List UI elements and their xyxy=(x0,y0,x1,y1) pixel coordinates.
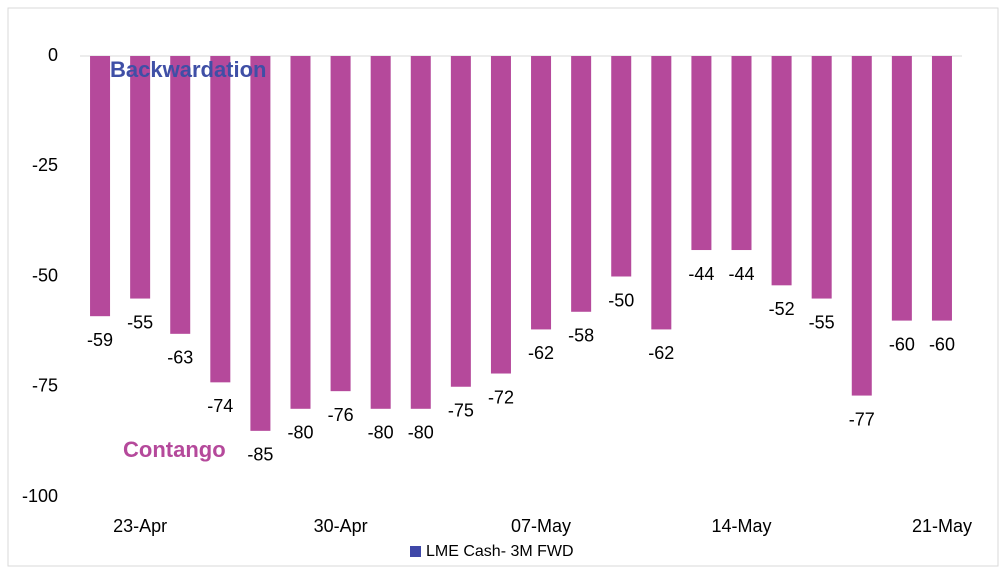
bar xyxy=(811,56,832,299)
bar xyxy=(651,56,672,330)
data-label: -72 xyxy=(488,387,514,407)
bar xyxy=(891,56,912,321)
bar xyxy=(571,56,592,312)
data-label: -60 xyxy=(929,334,955,354)
data-label: -60 xyxy=(889,334,915,354)
data-label: -44 xyxy=(728,264,754,284)
bar xyxy=(450,56,471,387)
data-label: -62 xyxy=(528,343,554,363)
data-label: -80 xyxy=(408,423,434,443)
bar xyxy=(531,56,552,330)
data-label: -80 xyxy=(287,423,313,443)
data-label: -75 xyxy=(448,401,474,421)
x-tick-label: 07-May xyxy=(511,516,571,536)
bar xyxy=(771,56,792,286)
data-label: -44 xyxy=(688,264,714,284)
bar xyxy=(90,56,111,317)
annotation: Contango xyxy=(123,437,226,462)
legend-marker xyxy=(410,546,421,557)
bar xyxy=(330,56,351,392)
bar xyxy=(691,56,712,251)
x-tick-label: 14-May xyxy=(711,516,771,536)
bar xyxy=(290,56,311,409)
data-label: -74 xyxy=(207,396,233,416)
data-label: -63 xyxy=(167,348,193,368)
annotation: Backwardation xyxy=(110,57,267,82)
bar xyxy=(130,56,151,299)
bar xyxy=(931,56,952,321)
data-label: -59 xyxy=(87,330,113,350)
y-tick-label: 0 xyxy=(48,45,58,65)
y-tick-label: -75 xyxy=(32,376,58,396)
data-label: -85 xyxy=(247,445,273,465)
data-label: -76 xyxy=(328,405,354,425)
bar xyxy=(851,56,872,396)
legend-label: LME Cash- 3M FWD xyxy=(426,543,574,560)
y-tick-label: -100 xyxy=(22,486,58,506)
x-tick-label: 23-Apr xyxy=(113,516,167,536)
bar xyxy=(210,56,231,383)
bar xyxy=(490,56,511,374)
data-label: -62 xyxy=(648,343,674,363)
bar xyxy=(410,56,431,409)
bar xyxy=(370,56,391,409)
y-tick-label: -50 xyxy=(32,265,58,285)
bar xyxy=(170,56,191,334)
bar xyxy=(250,56,271,431)
data-label: -77 xyxy=(849,409,875,429)
bar xyxy=(611,56,632,277)
data-label: -55 xyxy=(127,312,153,332)
x-tick-label: 30-Apr xyxy=(314,516,368,536)
data-label: -55 xyxy=(809,312,835,332)
bar xyxy=(731,56,752,251)
data-label: -80 xyxy=(368,423,394,443)
data-label: -58 xyxy=(568,326,594,346)
y-tick-label: -25 xyxy=(32,155,58,175)
data-label: -50 xyxy=(608,290,634,310)
data-label: -52 xyxy=(769,299,795,319)
x-tick-label: 21-May xyxy=(912,516,972,536)
